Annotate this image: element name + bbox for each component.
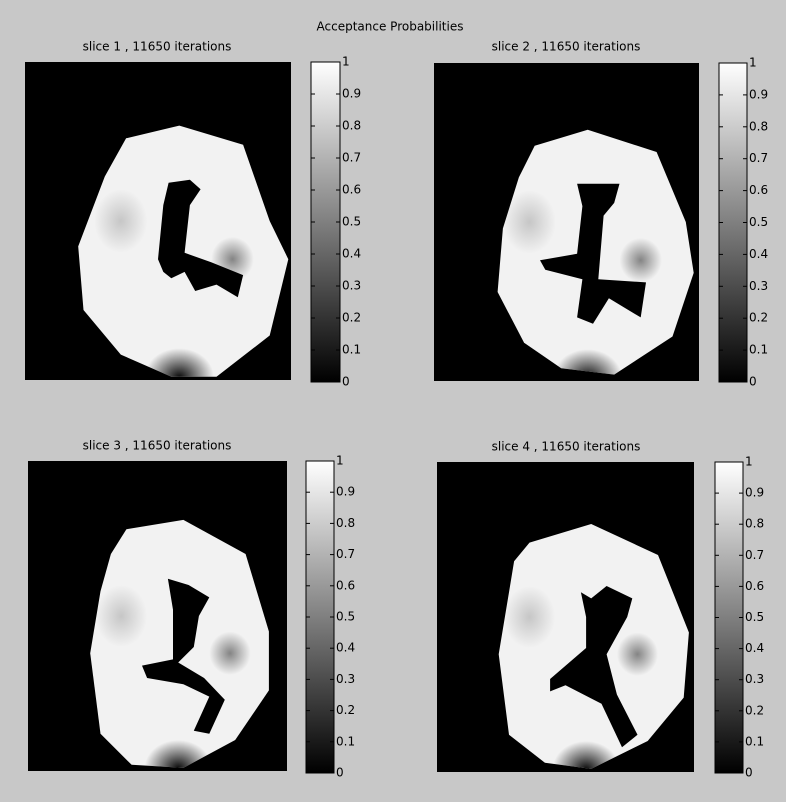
colorbar-tick-label: 0.7 — [749, 151, 768, 165]
colorbar-tick-label: 0.7 — [745, 548, 764, 562]
ventricle — [540, 183, 646, 324]
colorbar-tick-label: 0.1 — [749, 343, 768, 357]
subplot-title: slice 1 , 11650 iterations — [83, 40, 232, 54]
colorbar-tick-label: 0.3 — [749, 279, 768, 293]
colorbar-tick-label: 0.4 — [342, 247, 361, 261]
colorbar-tick-label: 0.7 — [336, 547, 355, 561]
colorbar — [305, 460, 335, 774]
colorbar-tick-label: 0.8 — [749, 119, 768, 133]
colorbar-tick-label: 0.4 — [745, 641, 764, 655]
colorbar-tick-label: 0.7 — [342, 151, 361, 165]
colorbar-tick-label: 0.6 — [745, 579, 764, 593]
subplot-title: slice 2 , 11650 iterations — [492, 40, 641, 54]
colorbar-tick-label: 0.3 — [342, 279, 361, 293]
colorbar-tick-label: 0.6 — [749, 183, 768, 197]
shade-region — [503, 586, 556, 648]
shade-region — [209, 631, 251, 675]
shade-region — [94, 189, 148, 253]
colorbar-tick-label: 0.3 — [745, 672, 764, 686]
colorbar-tick-label: 0 — [749, 375, 757, 389]
colorbar-tick-label: 0.9 — [749, 87, 768, 101]
colorbar — [310, 61, 341, 383]
colorbar-tick-label: 1 — [745, 455, 753, 469]
dark-region — [553, 349, 623, 375]
colorbar-tick-label: 0.4 — [749, 247, 768, 261]
colorbar-tick-label: 0.2 — [749, 311, 768, 325]
colorbar-tick-label: 0.2 — [336, 703, 355, 717]
colorbar-tick-label: 0.2 — [745, 703, 764, 717]
ventricle — [142, 578, 225, 734]
shade-region — [619, 237, 662, 283]
colorbar-tick-label: 0.5 — [749, 215, 768, 229]
colorbar-tick-label: 0.3 — [336, 672, 355, 686]
colorbar-tick-label: 0 — [336, 766, 344, 780]
colorbar — [714, 461, 744, 774]
colorbar-tick-label: 1 — [749, 56, 757, 70]
colorbar-tick-label: 0.5 — [745, 610, 764, 624]
figure-title: Acceptance Probabilities — [317, 20, 464, 34]
colorbar-tick-label: 0.5 — [342, 215, 361, 229]
shade-region — [95, 585, 148, 647]
subplot-title: slice 4 , 11650 iterations — [492, 440, 641, 454]
ventricle — [158, 179, 244, 298]
colorbar-tick-label: 0.8 — [342, 119, 361, 133]
colorbar — [718, 62, 748, 383]
colorbar-tick-label: 0.9 — [336, 485, 355, 499]
colorbar-tick-label: 0.9 — [745, 486, 764, 500]
colorbar-tick-label: 1 — [336, 454, 344, 468]
colorbar-tick-label: 0.6 — [342, 183, 361, 197]
ventricle — [550, 586, 638, 748]
colorbar-tick-label: 1 — [342, 55, 350, 69]
colorbar-tick-label: 0.2 — [342, 311, 361, 325]
colorbar-tick-label: 0.8 — [336, 516, 355, 530]
colorbar-tick-label: 0.5 — [336, 610, 355, 624]
colorbar-tick-label: 0.6 — [336, 578, 355, 592]
colorbar-tick-label: 0 — [745, 766, 753, 780]
colorbar-tick-label: 0.4 — [336, 641, 355, 655]
colorbar-tick-label: 0.1 — [336, 734, 355, 748]
colorbar-tick-label: 0.8 — [745, 517, 764, 531]
colorbar-tick-label: 0.1 — [342, 343, 361, 357]
colorbar-tick-label: 0.9 — [342, 87, 361, 101]
dark-region — [144, 348, 214, 377]
subplot-title: slice 3 , 11650 iterations — [83, 439, 232, 453]
shade-region — [616, 632, 659, 676]
colorbar-tick-label: 0.1 — [745, 734, 764, 748]
colorbar-tick-label: 0 — [342, 375, 350, 389]
shade-region — [502, 190, 556, 254]
